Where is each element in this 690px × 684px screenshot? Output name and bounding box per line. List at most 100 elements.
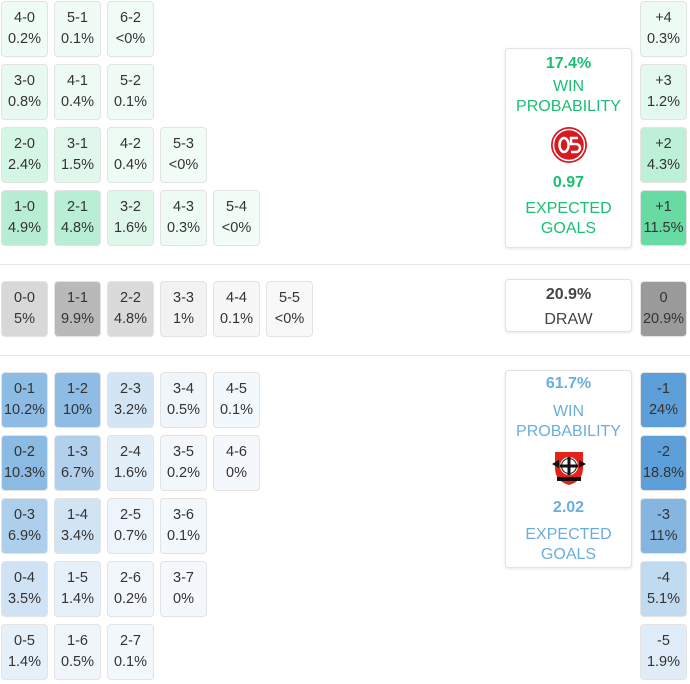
probability-value: 0.2% (7, 31, 42, 47)
away-score-cell: 0-4 3.5% (1, 561, 48, 617)
score-label: 3-6 (173, 507, 194, 523)
score-label: 3-2 (120, 199, 141, 215)
probability-value: 0.1% (113, 94, 148, 110)
away-score-cell: 4-6 0% (213, 435, 260, 491)
score-label: 5-4 (226, 199, 247, 215)
probability-value: 1.2% (646, 94, 681, 110)
goal-margin-cell: +1 11.5% (640, 190, 687, 246)
probability-value: 9.9% (60, 311, 95, 327)
probability-value: 6.9% (7, 528, 42, 544)
probability-value: 0.3% (646, 31, 681, 47)
score-label: 0-4 (14, 570, 35, 586)
home-xg-label-line1: EXPECTED (525, 200, 612, 217)
score-label: -5 (657, 633, 670, 649)
probability-value: 4.9% (7, 220, 42, 236)
score-label: 2-7 (120, 633, 141, 649)
score-label: 3-5 (173, 444, 194, 460)
away-score-cell: 3-5 0.2% (160, 435, 207, 491)
score-label: 0-3 (14, 507, 35, 523)
draw-card: 20.9% DRAW (505, 279, 632, 332)
score-label: 5-3 (173, 136, 194, 152)
score-label: 2-5 (120, 507, 141, 523)
home-score-cell: 4-1 0.4% (54, 64, 101, 120)
away-score-cell: 1-6 0.5% (54, 624, 101, 680)
goal-margin-cell: -3 11% (640, 498, 687, 554)
score-label: 0-1 (14, 381, 35, 397)
probability-value: 3.5% (7, 591, 42, 607)
score-label: -1 (657, 381, 670, 397)
probability-value: 0% (226, 465, 247, 481)
away-score-cell: 4-5 0.1% (213, 372, 260, 428)
score-label: 4-4 (226, 290, 247, 306)
score-label: 2-3 (120, 381, 141, 397)
home-score-cell: 4-2 0.4% (107, 127, 154, 183)
score-label: 4-1 (67, 73, 88, 89)
away-score-cell: 3-4 0.5% (160, 372, 207, 428)
home-win-probability: 17.4% (545, 55, 592, 72)
score-label: 4-5 (226, 381, 247, 397)
score-label: +3 (655, 73, 672, 89)
score-label: 2-2 (120, 290, 141, 306)
home-score-cell: 3-0 0.8% (1, 64, 48, 120)
score-label: 4-3 (173, 199, 194, 215)
score-label: 5-5 (279, 290, 300, 306)
goal-margin-cell: -4 5.1% (640, 561, 687, 617)
draw-score-cell: 5-5 <0% (266, 281, 313, 337)
away-score-cell: 3-6 0.1% (160, 498, 207, 554)
probability-value: 0.1% (113, 654, 148, 670)
away-xg-label-line2: GOALS (540, 546, 597, 563)
goal-margin-cell: +3 1.2% (640, 64, 687, 120)
goal-margin-cell: +2 4.3% (640, 127, 687, 183)
probability-value: 20.9% (642, 311, 685, 327)
score-label: 1-6 (67, 633, 88, 649)
score-label: 4-6 (226, 444, 247, 460)
draw-probability: 20.9% (545, 286, 592, 303)
draw-score-cell: 1-1 9.9% (54, 281, 101, 337)
probability-value: 0.4% (60, 94, 95, 110)
probability-value: 5.1% (646, 591, 681, 607)
score-label: 2-6 (120, 570, 141, 586)
home-win-label-line1: WIN (552, 78, 585, 95)
score-label: -4 (657, 570, 670, 586)
probability-value: 0.1% (219, 311, 254, 327)
home-score-cell: 3-2 1.6% (107, 190, 154, 246)
probability-value: 5% (14, 311, 35, 327)
probability-value: 0.3% (166, 220, 201, 236)
score-label: 0-5 (14, 633, 35, 649)
goal-margin-cell: -2 18.8% (640, 435, 687, 491)
probability-value: <0% (221, 220, 252, 236)
away-win-label-line2: PROBABILITY (516, 423, 621, 440)
probability-value: <0% (115, 31, 146, 47)
score-label: 3-3 (173, 290, 194, 306)
probability-value: 0.5% (60, 654, 95, 670)
home-score-cell: 1-0 4.9% (1, 190, 48, 246)
home-score-cell: 4-0 0.2% (1, 1, 48, 57)
score-label: 3-0 (14, 73, 35, 89)
score-label: -3 (657, 507, 670, 523)
probability-value: 1.6% (113, 220, 148, 236)
away-score-cell: 1-5 1.4% (54, 561, 101, 617)
goal-margin-cell: -5 1.9% (640, 624, 687, 680)
score-label: +2 (655, 136, 672, 152)
probability-value: <0% (274, 311, 305, 327)
probability-value: 1.5% (60, 157, 95, 173)
score-label: 0-0 (14, 290, 35, 306)
probability-value: 1% (173, 311, 194, 327)
home-score-cell: 5-4 <0% (213, 190, 260, 246)
score-label: 3-7 (173, 570, 194, 586)
draw-score-cell: 3-3 1% (160, 281, 207, 337)
probability-value: 1.6% (113, 465, 148, 481)
away-score-cell: 2-6 0.2% (107, 561, 154, 617)
probability-value: 18.8% (642, 465, 685, 481)
away-score-cell: 1-4 3.4% (54, 498, 101, 554)
draw-score-cell: 0-0 5% (1, 281, 48, 337)
home-score-cell: 6-2 <0% (107, 1, 154, 57)
away-score-cell: 3-7 0% (160, 561, 207, 617)
home-win-label-line2: PROBABILITY (516, 98, 621, 115)
probability-value: 0.8% (7, 94, 42, 110)
score-label: -2 (657, 444, 670, 460)
score-label: 5-1 (67, 10, 88, 26)
probability-value: 0.1% (219, 402, 254, 418)
probability-value: 10.2% (3, 402, 46, 418)
draw-label: DRAW (544, 311, 593, 328)
